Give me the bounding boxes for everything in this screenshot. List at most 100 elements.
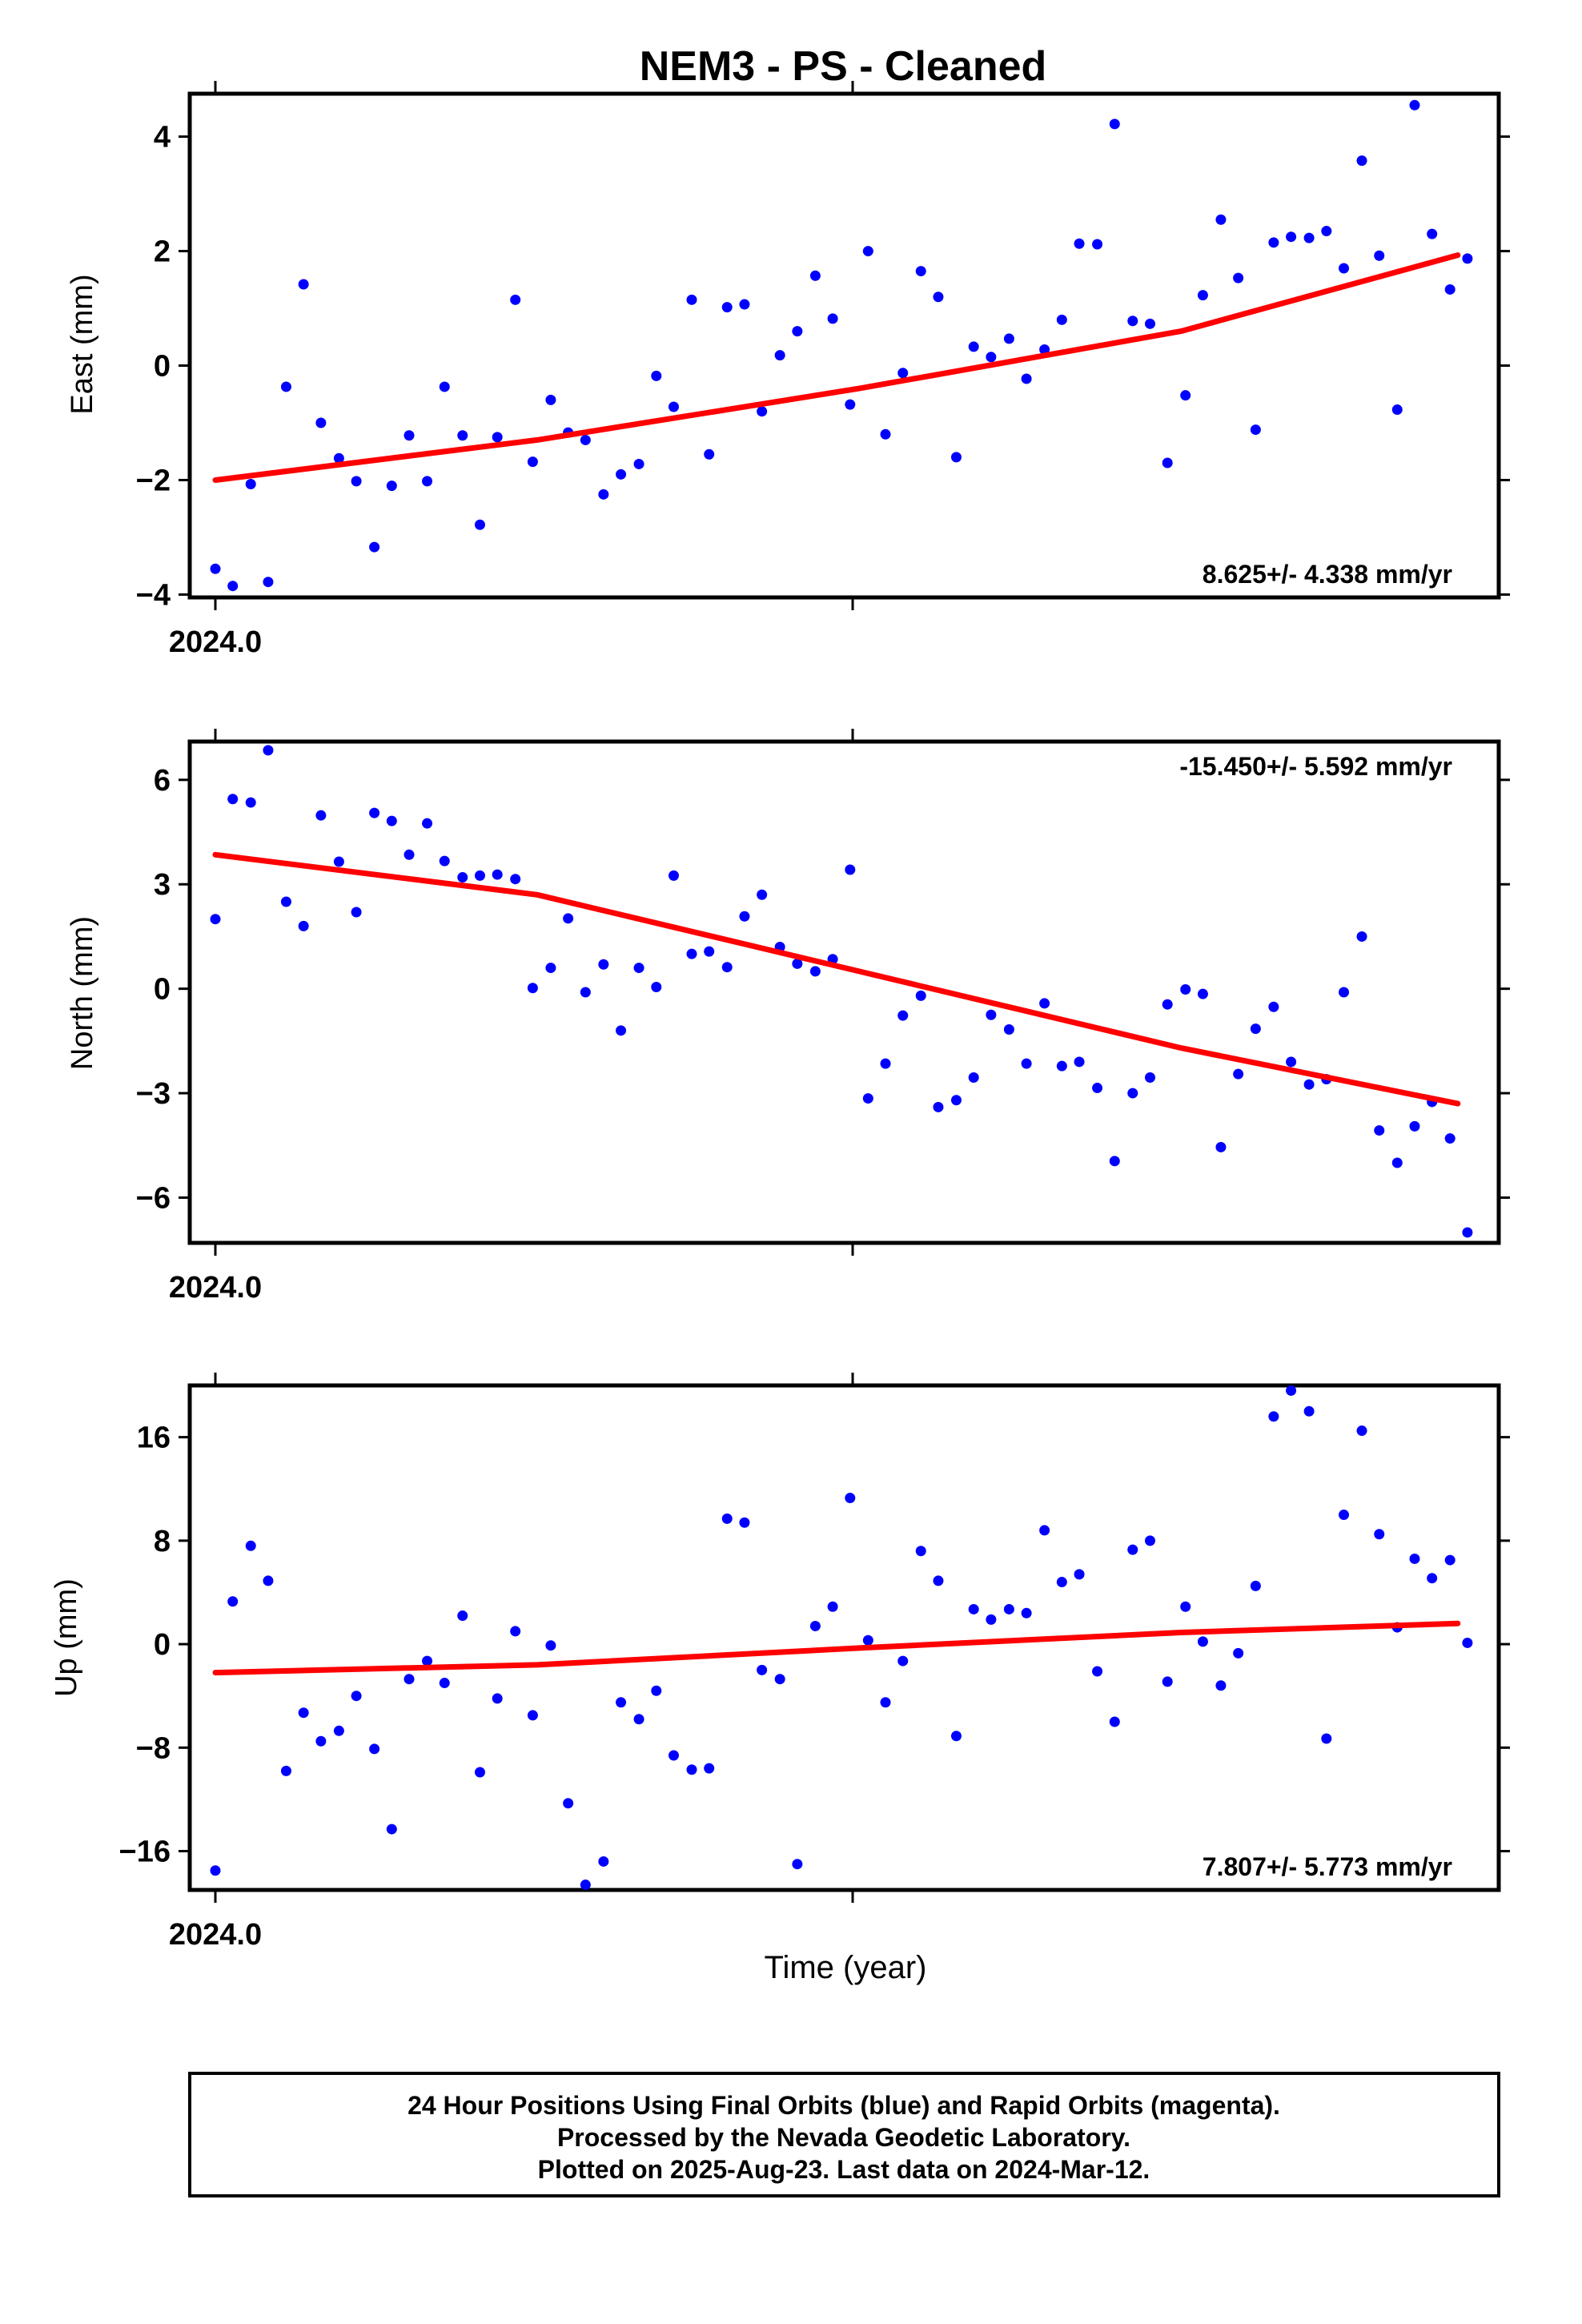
x-axis-label: Time (year) — [765, 1950, 927, 1985]
east-point — [1391, 404, 1403, 416]
north-point — [651, 981, 662, 992]
up-point — [1374, 1529, 1385, 1540]
east-point — [1409, 99, 1420, 111]
up-point — [651, 1685, 662, 1696]
east-point — [1056, 314, 1067, 325]
east-trend-line — [212, 252, 1461, 483]
north-rate-label: -15.450+/- 5.592 mm/yr — [1179, 752, 1452, 781]
up-point — [580, 1880, 591, 1891]
north-point — [809, 966, 821, 977]
north-point — [280, 896, 291, 907]
east-ytick-label-0: −4 — [136, 578, 171, 612]
up-point — [351, 1691, 362, 1702]
north-point — [245, 797, 256, 808]
east-point — [1250, 424, 1261, 436]
up-point — [774, 1674, 785, 1685]
north-point — [510, 874, 521, 885]
north-point — [580, 987, 591, 998]
east-point — [598, 489, 609, 500]
up-ytick-label-0: −16 — [119, 1835, 171, 1869]
north-point — [757, 889, 768, 900]
up-point — [210, 1865, 221, 1876]
east-point — [545, 394, 556, 405]
north-point — [862, 1093, 873, 1104]
up-point — [1215, 1680, 1227, 1691]
east-point — [245, 478, 256, 489]
north-point — [315, 810, 327, 821]
chart-title: NEM3 - PS - Cleaned — [640, 43, 1047, 90]
up-point — [1180, 1601, 1191, 1612]
north-y-axis-label: North (mm) — [66, 916, 99, 1070]
up-point — [1162, 1676, 1173, 1687]
up-point — [1444, 1554, 1456, 1566]
north-point — [1003, 1024, 1014, 1035]
footer-line-1: 24 Hour Positions Using Final Orbits (bl… — [408, 2091, 1280, 2120]
up-point — [1339, 1510, 1350, 1521]
up-point — [1286, 1385, 1297, 1396]
north-point — [1039, 998, 1050, 1009]
up-ytick-label-1: −8 — [136, 1731, 171, 1765]
north-frame — [187, 739, 1501, 1245]
east-frame — [187, 91, 1501, 600]
east-point — [510, 294, 521, 305]
east-point — [739, 299, 750, 310]
north-ytick-label-3: 3 — [154, 868, 171, 902]
east-point — [668, 401, 679, 412]
east-point — [1109, 119, 1120, 130]
north-point — [1356, 931, 1367, 942]
north-ytick-label-2: 0 — [154, 973, 171, 1007]
up-frame — [187, 1383, 1501, 1892]
east-point — [315, 417, 327, 428]
north-point — [633, 963, 644, 974]
east-point — [404, 430, 415, 441]
up-point — [1427, 1573, 1438, 1584]
east-point — [1286, 231, 1297, 243]
north-point — [1409, 1120, 1420, 1132]
east-point — [1003, 333, 1014, 344]
east-point — [1127, 316, 1138, 327]
up-point — [809, 1620, 821, 1631]
north-point — [968, 1072, 979, 1084]
north-point — [492, 869, 503, 880]
panel-up: −16 −8 0 8 16 2024.0 Up (mm) 7.807+/- 5.773 mm/… — [50, 1373, 1510, 1952]
east-point — [1215, 214, 1227, 225]
up-point — [227, 1596, 239, 1607]
east-point — [1339, 263, 1350, 274]
up-point — [492, 1693, 503, 1704]
north-point — [210, 914, 221, 925]
east-point — [1356, 155, 1367, 167]
east-point — [986, 352, 997, 363]
up-point — [280, 1765, 291, 1776]
north-trend-line — [212, 851, 1461, 1107]
north-point — [845, 864, 856, 875]
east-point — [704, 448, 715, 460]
up-point — [1092, 1666, 1103, 1677]
north-point — [439, 855, 450, 866]
east-point — [1021, 373, 1032, 384]
east-point — [422, 476, 433, 487]
up-point — [1021, 1607, 1032, 1618]
up-point — [827, 1601, 838, 1612]
up-point — [386, 1823, 397, 1835]
north-point — [792, 958, 803, 969]
east-y-axis-label: East (mm) — [66, 274, 99, 414]
north-point — [1250, 1023, 1261, 1035]
north-point — [227, 794, 239, 805]
east-point — [1233, 272, 1244, 283]
north-point — [1374, 1125, 1385, 1136]
up-point — [1462, 1637, 1473, 1648]
up-point — [1197, 1636, 1208, 1647]
east-point — [527, 456, 538, 468]
east-point — [862, 246, 873, 257]
up-point — [616, 1697, 627, 1708]
panel-north: −6 −3 0 3 6 2024.0 North (mm) -15.450+/- 5.592 … — [66, 729, 1510, 1305]
north-point — [933, 1101, 944, 1112]
east-point — [1268, 237, 1279, 248]
north-point — [1339, 987, 1350, 998]
east-point — [1092, 239, 1103, 250]
up-point — [897, 1655, 909, 1667]
up-ytick-label-4: 16 — [137, 1421, 171, 1455]
north-point — [527, 983, 538, 994]
north-point — [1109, 1156, 1120, 1167]
north-point — [880, 1058, 891, 1069]
